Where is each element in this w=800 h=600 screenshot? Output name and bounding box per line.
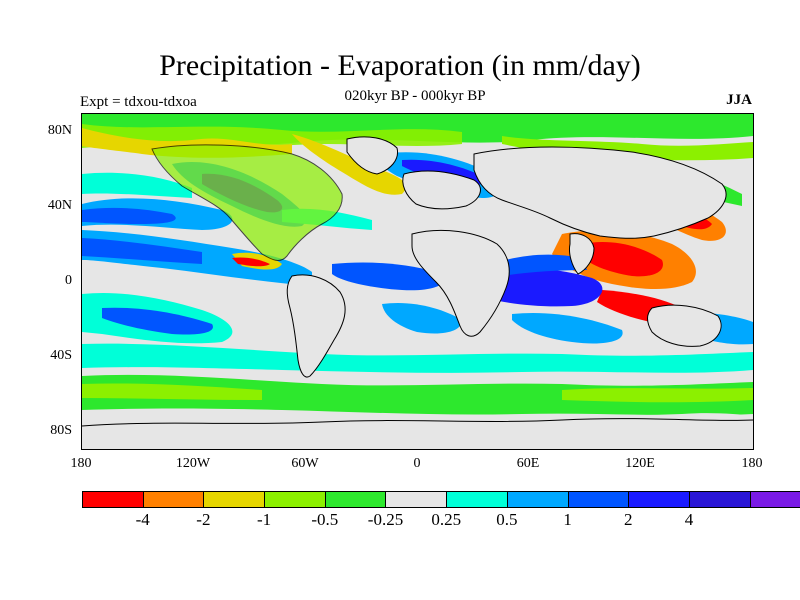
colorbar-swatch [204,492,266,507]
lon-label-120w: 120W [175,456,211,471]
colorbar-label: -0.5 [311,510,339,529]
lat-label-40s: 40S [50,348,72,363]
experiment-label: Expt = tdxou-tdxoa [80,94,197,110]
colorbar-label: 0.25 [431,510,462,529]
colorbar-swatch [629,492,690,507]
colorbar-swatch [750,492,800,507]
lon-label-120e: 120E [625,456,655,471]
colorbar-label: 1 [563,510,572,529]
precip-evap-map [82,114,753,449]
colorbar-swatch [325,492,387,507]
colorbar [82,491,800,508]
colorbar-swatch [386,492,448,507]
colorbar-label: -2 [196,510,211,529]
lon-label-180e: 180 [741,456,763,471]
colorbar-label: -1 [257,510,272,529]
colorbar-swatch [83,492,144,507]
lon-label-60w: 60W [291,456,319,471]
chart-title: Precipitation - Evaporation (in mm/day) [159,49,641,82]
lat-label-40n: 40N [47,198,72,213]
chart-subtitle: 020kyr BP - 000kyr BP [344,88,486,104]
map-plot [81,113,754,450]
colorbar-swatch [447,492,508,507]
colorbar-label: 2 [624,510,633,529]
lat-label-80s: 80S [50,423,72,438]
colorbar-label: 4 [684,510,694,529]
colorbar-label: -4 [135,510,150,529]
season-label: JJA [726,92,752,108]
lat-label-eq: 0 [65,273,72,288]
colorbar-swatch [143,492,205,507]
lon-label-0: 0 [413,456,421,471]
lon-label-60e: 60E [516,456,540,471]
colorbar-swatch [568,492,630,507]
colorbar-label: -0.25 [367,510,404,529]
lat-label-80n: 80N [47,123,72,138]
lon-label-180w: 180 [70,456,92,471]
colorbar-swatch [265,492,326,507]
colorbar-swatch [689,492,751,507]
colorbar-swatch [507,492,569,507]
colorbar-label: 0.5 [496,510,518,529]
